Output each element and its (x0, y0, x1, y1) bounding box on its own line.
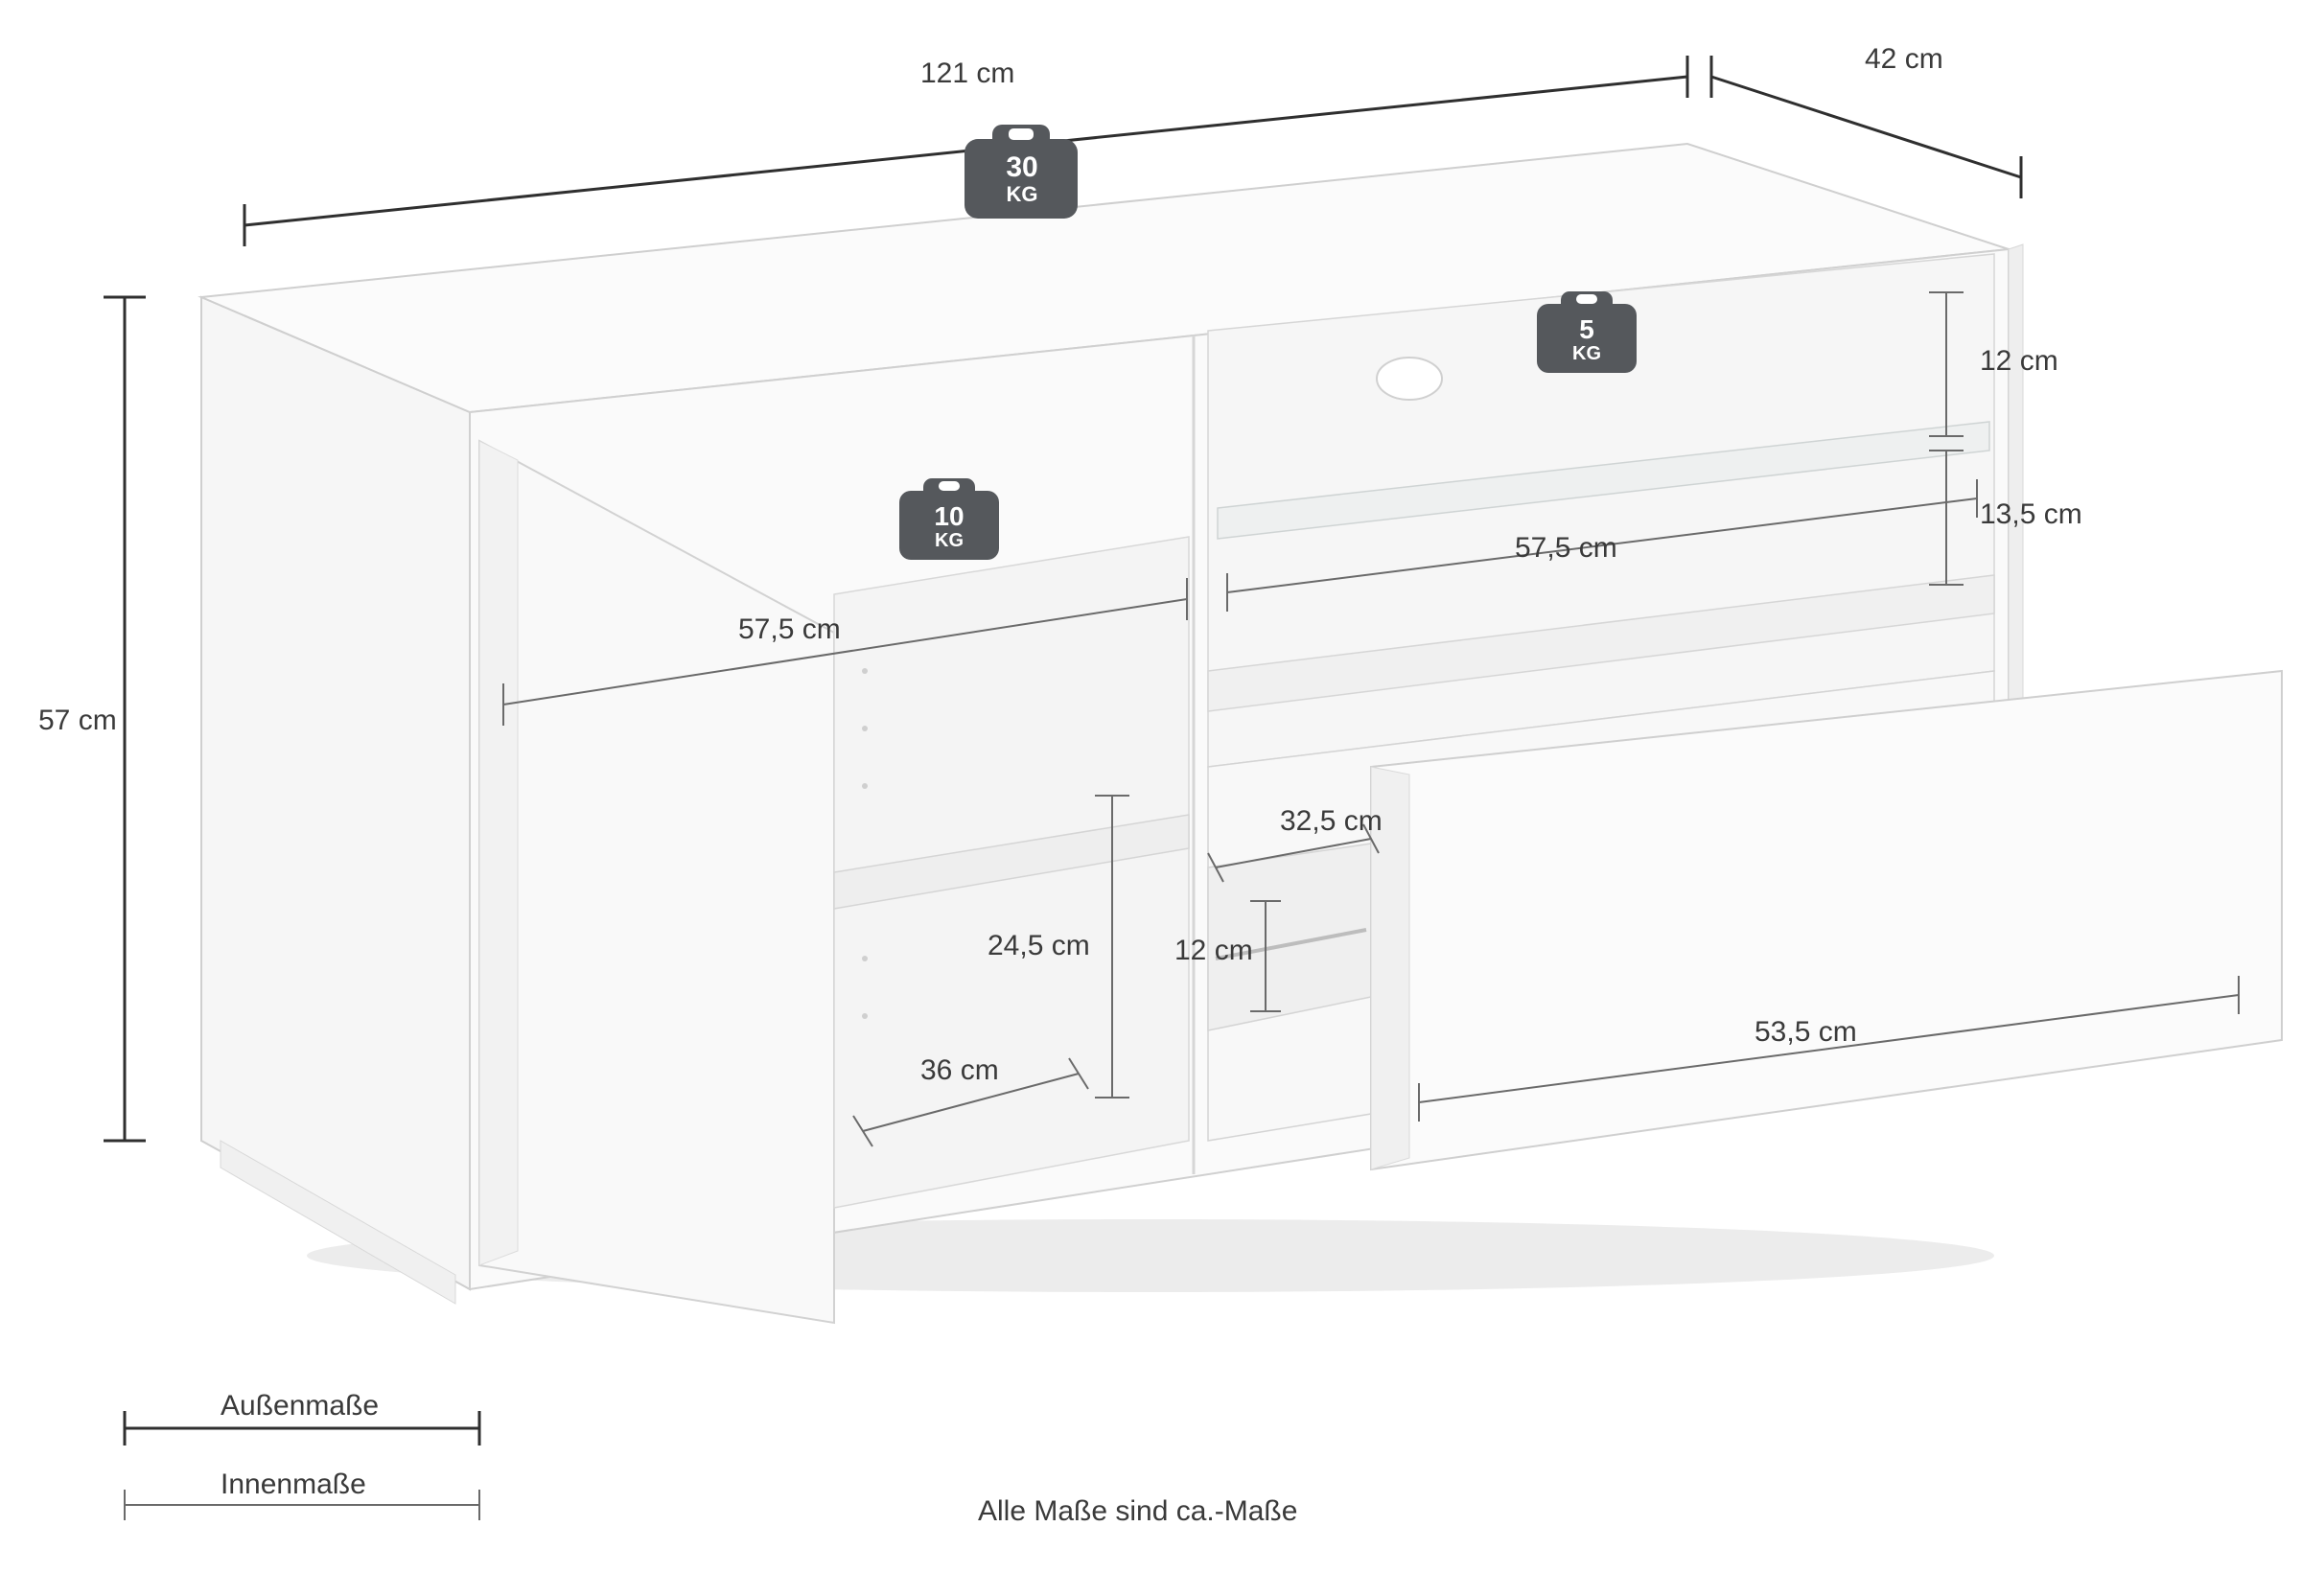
dim-shelf-upper: 12 cm (1980, 345, 2058, 378)
dim-drawer-front-w: 53,5 cm (1755, 1016, 1857, 1049)
legend-inner: Innenmaße (221, 1469, 366, 1501)
dim-shelf-width-right: 57,5 cm (1515, 532, 1617, 565)
badge-top-value: 30 (993, 153, 1051, 182)
legend-outer: Außenmaße (221, 1390, 379, 1423)
dim-inner-height: 24,5 cm (988, 930, 1090, 962)
footer-note: Alle Maße sind ca.-Maße (978, 1495, 1297, 1528)
badge-door-value: 10 (923, 503, 975, 530)
badge-shelf-unit: KG (1561, 343, 1613, 365)
dim-drawer-inner-h: 12 cm (1174, 935, 1253, 967)
dim-depth-top: 42 cm (1865, 43, 1943, 76)
dim-door-opening: 57,5 cm (738, 613, 841, 646)
badge-top-unit: KG (993, 182, 1051, 207)
dim-shelf-lower: 13,5 cm (1980, 498, 2082, 531)
badge-door-unit: KG (923, 530, 975, 552)
badges-svg (0, 0, 2301, 1596)
dim-drawer-depth: 32,5 cm (1280, 805, 1383, 838)
dim-height-left: 57 cm (38, 705, 117, 737)
badge-shelf-value: 5 (1561, 316, 1613, 343)
diagram-stage: 121 cm 42 cm 57 cm 12 cm 13,5 cm 57,5 cm… (0, 0, 2301, 1596)
dim-inner-depth: 36 cm (920, 1054, 999, 1087)
dim-width-top: 121 cm (920, 58, 1014, 90)
